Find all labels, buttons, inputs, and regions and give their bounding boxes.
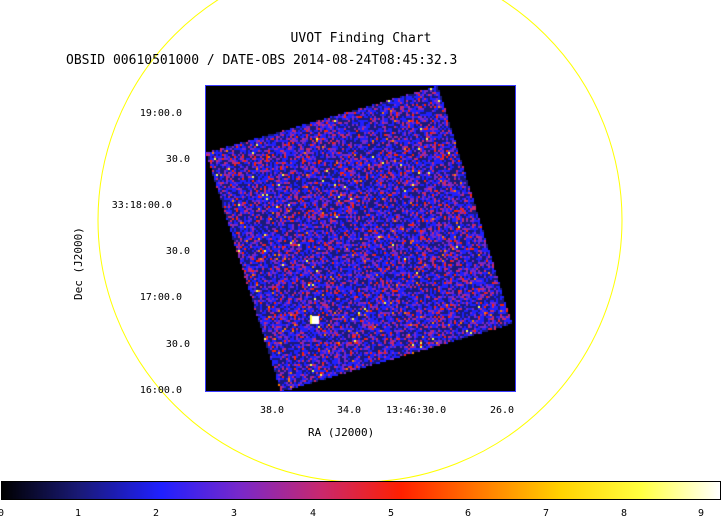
uvot-image-canvas <box>206 86 515 391</box>
colorbar-tick-label: 8 <box>621 508 628 519</box>
dec-tick-label: 19:00.0 <box>139 108 182 119</box>
chart-title: UVOT Finding Chart <box>290 31 432 46</box>
chart-subtitle: OBSID 00610501000 / DATE-OBS 2014-08-24T… <box>66 53 458 68</box>
colorbar-tick-label: 0 <box>0 508 5 519</box>
colorbar-tick-label: 5 <box>388 508 395 519</box>
dec-tick-label: 17:00.0 <box>139 292 182 303</box>
colorbar-tick-label: 7 <box>543 508 550 519</box>
colorbar-tick-label: 4 <box>310 508 317 519</box>
colorbar <box>1 481 721 500</box>
dec-tick-label: 30.0 <box>165 246 190 257</box>
sky-image <box>205 85 516 392</box>
ra-tick-label: 26.0 <box>490 405 515 416</box>
colorbar-tick-label: 1 <box>75 508 82 519</box>
dec-tick-label: 33:18:00.0 <box>111 200 172 211</box>
colorbar-tick-label: 2 <box>153 508 160 519</box>
colorbar-tick-label: 9 <box>698 508 705 519</box>
dec-tick-label: 30.0 <box>165 154 190 165</box>
dec-tick-label: 30.0 <box>165 339 190 350</box>
ra-axis-label: RA (J2000) <box>308 426 375 439</box>
colorbar-tick-label: 6 <box>465 508 472 519</box>
dec-tick-label: 16:00.0 <box>139 385 182 396</box>
dec-axis-label: Dec (J2000) <box>72 227 85 300</box>
ra-tick-label: 13:46:30.0 <box>386 405 447 416</box>
ra-tick-label: 38.0 <box>260 405 285 416</box>
ra-tick-label: 34.0 <box>337 405 362 416</box>
colorbar-tick-label: 3 <box>231 508 238 519</box>
